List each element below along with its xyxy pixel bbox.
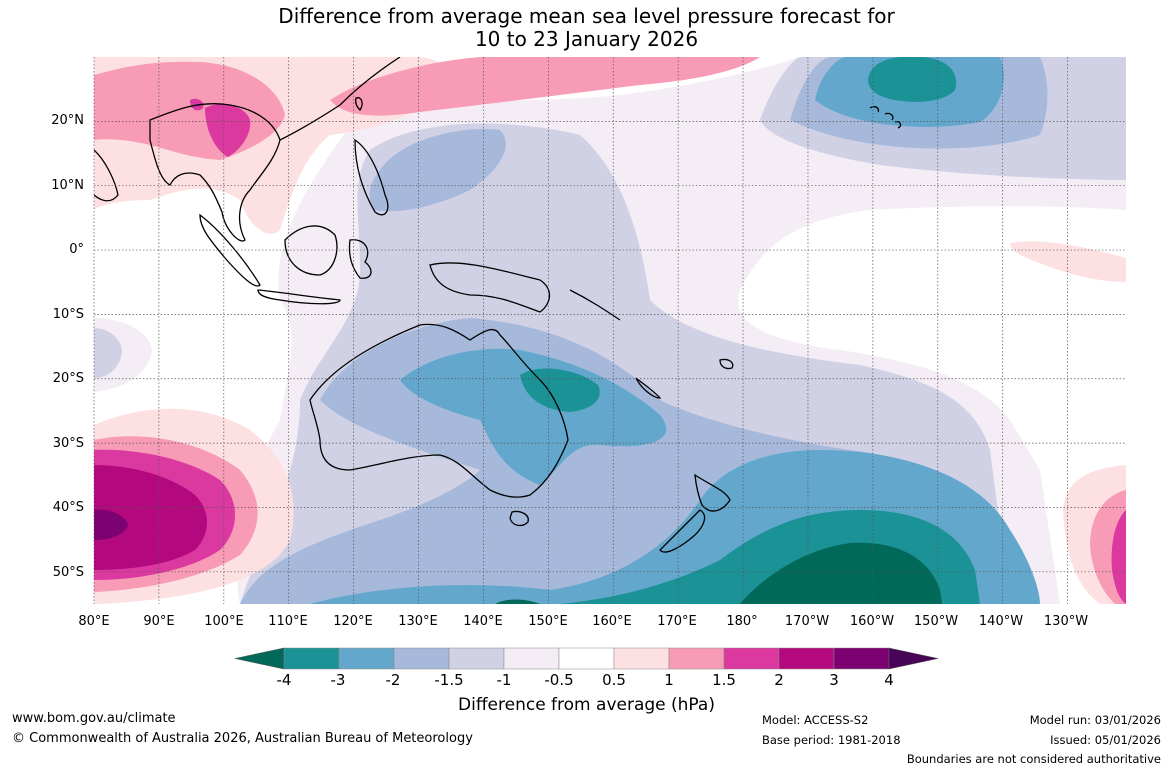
lon-label-150w: 150°W [913, 614, 959, 629]
anomaly-region-neg-1.5-indian [94, 328, 122, 378]
anomaly-region-neg-3-northeast [868, 57, 957, 102]
footer-website-link[interactable]: www.bom.gov.au/climate [12, 711, 176, 726]
coastline-solomons [569, 289, 621, 321]
lon-label-140w: 140°W [978, 614, 1024, 629]
colorbar-swatch [503, 647, 560, 670]
anomaly-region-neg-4-small [495, 599, 540, 604]
anomaly-region-pos-2-southwest [94, 465, 208, 570]
anomaly-region-pos-1.5-southeast [1111, 510, 1126, 604]
lat-label-20s: 20°S [52, 371, 84, 386]
lon-label-170e: 170°E [657, 614, 697, 629]
coastline-fiji [719, 358, 734, 370]
colorbar-swatch [778, 647, 835, 670]
colorbar-title: Difference from average (hPa) [458, 695, 715, 715]
colorbar-tick-label: 2 [774, 671, 784, 689]
colorbar-tick-label: -1.5 [434, 671, 464, 689]
colorbar-tick-label: 1 [664, 671, 674, 689]
colorbar-tick-label: 1.5 [712, 671, 736, 689]
lat-label-40s: 40°S [52, 500, 84, 515]
colorbar-swatch [668, 647, 725, 670]
colorbar-swatch [338, 647, 395, 670]
coastline-philippines [354, 138, 389, 216]
map-field [94, 57, 1126, 604]
lat-label-10s: 10°S [52, 307, 84, 322]
coastline-hawaii [869, 106, 902, 129]
coastline-sumatra [199, 213, 261, 287]
coastline-new-zealand-south [659, 509, 706, 553]
graticule [93, 57, 1126, 604]
map-title-line2: 10 to 23 January 2026 [474, 27, 699, 51]
lon-label-120e: 120°E [333, 614, 373, 629]
colorbar-swatch [833, 647, 890, 670]
footer-copyright: © Commonwealth of Australia 2026, Austra… [12, 731, 473, 746]
lon-label-160e: 160°E [592, 614, 632, 629]
colorbar-tick-label: -4 [276, 671, 292, 689]
coastline-taiwan [354, 97, 363, 112]
anomaly-region-neg-4-southern [740, 542, 942, 604]
coastline-china [279, 57, 401, 141]
coastline-new-zealand-north [694, 473, 731, 512]
footer-issued: Issued: 05/01/2026 [1050, 733, 1161, 747]
coastline-java [257, 289, 341, 305]
coastline-borneo [284, 225, 338, 276]
lat-label-30s: 30°S [52, 436, 84, 451]
lon-label-170w: 170°W [784, 614, 830, 629]
colorbar-tick-label: 4 [884, 671, 894, 689]
coastline-australia [309, 323, 569, 498]
colorbar-extend-low [234, 647, 285, 670]
coastline-tasmania [509, 510, 529, 527]
anomaly-region-neg-2-australia [400, 348, 667, 485]
footer-model-run: Model run: 03/01/2026 [1029, 713, 1161, 727]
coastlines [94, 57, 902, 553]
lon-label-130w: 130°W [1043, 614, 1089, 629]
lon-label-110e: 110°E [268, 614, 308, 629]
lat-label-10n: 10°N [51, 178, 84, 193]
lon-label-150e: 150°E [528, 614, 568, 629]
lon-label-80e: 80°E [78, 614, 110, 629]
colorbar-swatch [448, 647, 505, 670]
lat-label-0: 0° [69, 242, 84, 257]
anomaly-region-pos-0.5-equator [1010, 241, 1126, 282]
coastline-new-caledonia [635, 377, 662, 399]
anomaly-region-pos-1-northpac [330, 57, 760, 116]
coastline-indochina [149, 103, 281, 242]
lon-label-100e: 100°E [204, 614, 244, 629]
lon-label-160w: 160°W [849, 614, 895, 629]
colorbar [234, 647, 939, 670]
colorbar-tick-label: 0.5 [602, 671, 626, 689]
anomaly-region-pos-3-southwest [94, 509, 128, 540]
lat-label-50s: 50°S [52, 565, 84, 580]
colorbar-swatch [723, 647, 780, 670]
lon-label-180: 180° [726, 614, 758, 629]
colorbar-tick-label: -1 [496, 671, 512, 689]
colorbar-swatch [558, 647, 615, 670]
footer-disclaimer: Boundaries are not considered authoritat… [906, 752, 1161, 766]
colorbar-tick-label: 3 [829, 671, 839, 689]
footer-model: Model: ACCESS-S2 [762, 713, 869, 727]
colorbar-swatch [393, 647, 450, 670]
coastline-india [94, 149, 119, 202]
coastline-sulawesi [348, 239, 372, 279]
colorbar-tick-label: -0.5 [544, 671, 574, 689]
lat-label-20n: 20°N [51, 113, 84, 128]
colorbar-extend-high [888, 647, 939, 670]
anomaly-region-neg-1.5-northphilippine [369, 129, 506, 212]
anomaly-region-pos-1.5-asia [205, 104, 251, 157]
coastline-new-guinea [429, 262, 551, 313]
colorbar-tick-label: -2 [385, 671, 401, 689]
lon-label-140e: 140°E [463, 614, 503, 629]
colorbar-tick-label: -3 [330, 671, 346, 689]
lon-label-130e: 130°E [398, 614, 438, 629]
colorbar-swatch [613, 647, 670, 670]
map-title-line1: Difference from average mean sea level p… [278, 4, 895, 28]
footer-base-period: Base period: 1981-2018 [762, 733, 901, 747]
colorbar-swatch [283, 647, 340, 670]
lon-label-90e: 90°E [143, 614, 175, 629]
